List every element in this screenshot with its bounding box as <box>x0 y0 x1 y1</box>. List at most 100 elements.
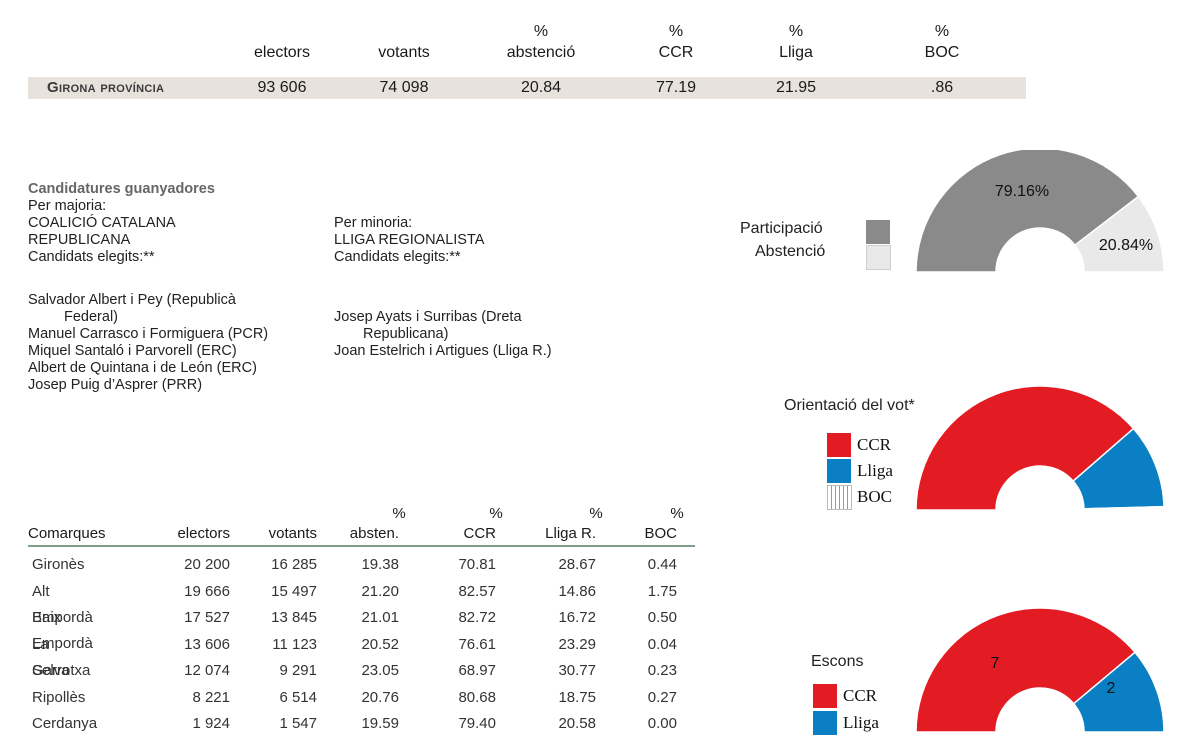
legend-abstencio-swatch <box>866 245 891 270</box>
legend-seats-lliga-label: Lliga <box>843 713 879 732</box>
table-cell: 80.68 <box>458 688 496 706</box>
table-cell: 30.77 <box>558 662 596 679</box>
summary-votants: 74 098 <box>379 79 429 96</box>
table-cell: 20.58 <box>558 715 596 732</box>
minority-elected-label: Candidats elegits:** <box>334 249 461 265</box>
table-cell: 21.01 <box>361 609 399 626</box>
table-header-col-4: CCR <box>463 525 497 542</box>
majority-candidate: Salvador Albert i Pey (Republicà <box>28 292 236 308</box>
table-header-comarques: Comarques <box>28 525 106 542</box>
minority-candidate: Josep Ayats i Surribas (Dreta <box>334 309 522 325</box>
summary-header-votants: votants <box>378 44 430 61</box>
minority-label: Per minoria: <box>334 215 413 231</box>
table-cell: 19.38 <box>361 556 399 573</box>
majority-label: Per majoria: <box>28 198 107 214</box>
table-cell: 19 666 <box>184 582 230 600</box>
table-row-name: Garrotxa <box>32 662 91 679</box>
seats-half-donut: 72 <box>915 607 1165 733</box>
table-cell: 0.23 <box>647 662 677 679</box>
table-cell: 20 200 <box>184 556 230 573</box>
table-cell: 20.52 <box>361 635 399 653</box>
table-row-name: Alt Empordà <box>32 582 93 626</box>
slice-label-lliga: 2 <box>1107 680 1116 697</box>
minority-candidate: Republicana) <box>363 326 449 342</box>
slice-label-participació: 79.16% <box>995 183 1049 200</box>
summary-header-electors: electors <box>253 44 311 61</box>
table-cell: 79.40 <box>458 715 496 732</box>
majority-candidate: Josep Puig d’Asprer (PRR) <box>28 377 203 393</box>
table-cell: 20.76 <box>361 688 399 706</box>
orientation-title: Orientació del vot* <box>784 397 915 414</box>
table-cell: 1 924 <box>192 715 230 732</box>
legend-seats-ccr-swatch <box>813 684 837 708</box>
table-cell: 19.59 <box>361 715 399 732</box>
table-cell: 12 074 <box>184 662 230 679</box>
minority-party-line1: LLIGA REGIONALISTA <box>334 232 485 248</box>
table-cell: 11 123 <box>272 635 317 653</box>
table-cell: 17 527 <box>184 609 230 626</box>
table-cell: 13 845 <box>271 609 317 626</box>
table-cell: 0.00 <box>647 715 677 732</box>
table-cell: 0.04 <box>647 635 677 653</box>
table-row-name: Gironès <box>32 556 85 573</box>
slice-label-abstenció: 20.84% <box>1099 237 1153 254</box>
table-cell: 0.27 <box>647 688 677 706</box>
table-row-name: La Selva <box>32 635 70 679</box>
majority-candidate: Albert de Quintana i de León (ERC) <box>28 360 257 376</box>
summary-band <box>28 77 1026 99</box>
table-cell: 23.05 <box>361 662 399 679</box>
slice-participació <box>915 150 1140 273</box>
table-header-percent: % <box>589 505 603 522</box>
legend-participacio-swatch <box>866 220 890 244</box>
table-cell: 70.81 <box>458 556 496 573</box>
table-cell: 14.86 <box>558 582 596 600</box>
table-cell: 76.61 <box>458 635 496 653</box>
majority-elected-label: Candidats elegits:** <box>28 249 155 265</box>
summary-header-ccr: % CCR <box>658 23 694 61</box>
legend-ccr-swatch <box>827 433 851 457</box>
majority-party-line2: REPUBLICANA <box>28 232 131 248</box>
table-header-col-5: Lliga R. <box>545 525 596 542</box>
legend-lliga-label: Lliga <box>857 461 893 480</box>
summary-electors: 93 606 <box>257 79 307 96</box>
table-cell: 16.72 <box>558 609 596 626</box>
table-cell: 68.97 <box>458 662 496 679</box>
slice-lliga <box>1072 651 1165 733</box>
minority-candidate: Joan Estelrich i Artigues (Lliga R.) <box>334 343 552 359</box>
table-cell: 9 291 <box>279 662 317 679</box>
majority-candidate: Federal) <box>64 309 118 325</box>
candidatures-heading: Candidatures guanyadores <box>28 181 215 197</box>
orientation-half-donut <box>915 385 1165 511</box>
table-header-percent: % <box>489 505 503 522</box>
legend-seats-lliga-swatch <box>813 711 837 735</box>
table-header-col-3: absten. <box>349 525 399 542</box>
legend-abstencio-label: Abstenció <box>755 243 826 260</box>
table-cell: 82.72 <box>458 609 496 626</box>
table-cell: 1.75 <box>647 582 677 600</box>
table-row-name: Baix Empordà <box>32 609 93 652</box>
legend-participacio-label: Participació <box>740 220 823 237</box>
table-cell: 8 221 <box>192 688 230 706</box>
legend-ccr-label: CCR <box>857 435 892 454</box>
table-cell: 28.67 <box>558 556 596 573</box>
participation-half-donut: 79.16% 20.84% <box>915 150 1165 273</box>
slice-boc <box>1083 505 1165 511</box>
slice-label-ccr: 7 <box>991 655 1000 672</box>
table-cell: 6 514 <box>279 688 317 706</box>
summary-ccr: 77.19 <box>655 79 697 96</box>
slice-abstenció <box>1073 195 1165 273</box>
table-header-col-2: votants <box>268 525 317 542</box>
table-cell: 82.57 <box>458 582 496 600</box>
legend-seats-ccr-label: CCR <box>843 686 878 705</box>
summary-title: Girona província <box>47 79 165 96</box>
table-header-percent: % <box>670 505 684 522</box>
summary-header-lliga: % Lliga <box>779 23 813 61</box>
legend-boc-swatch <box>827 485 852 510</box>
table-header-percent: % <box>392 505 406 522</box>
legend-lliga-swatch <box>827 459 851 483</box>
table-cell: 1 547 <box>279 715 317 732</box>
table-cell: 21.20 <box>361 582 399 600</box>
summary-boc: .86 <box>930 79 954 96</box>
summary-header-boc: % BOC <box>924 23 960 61</box>
table-cell: 18.75 <box>558 688 596 706</box>
